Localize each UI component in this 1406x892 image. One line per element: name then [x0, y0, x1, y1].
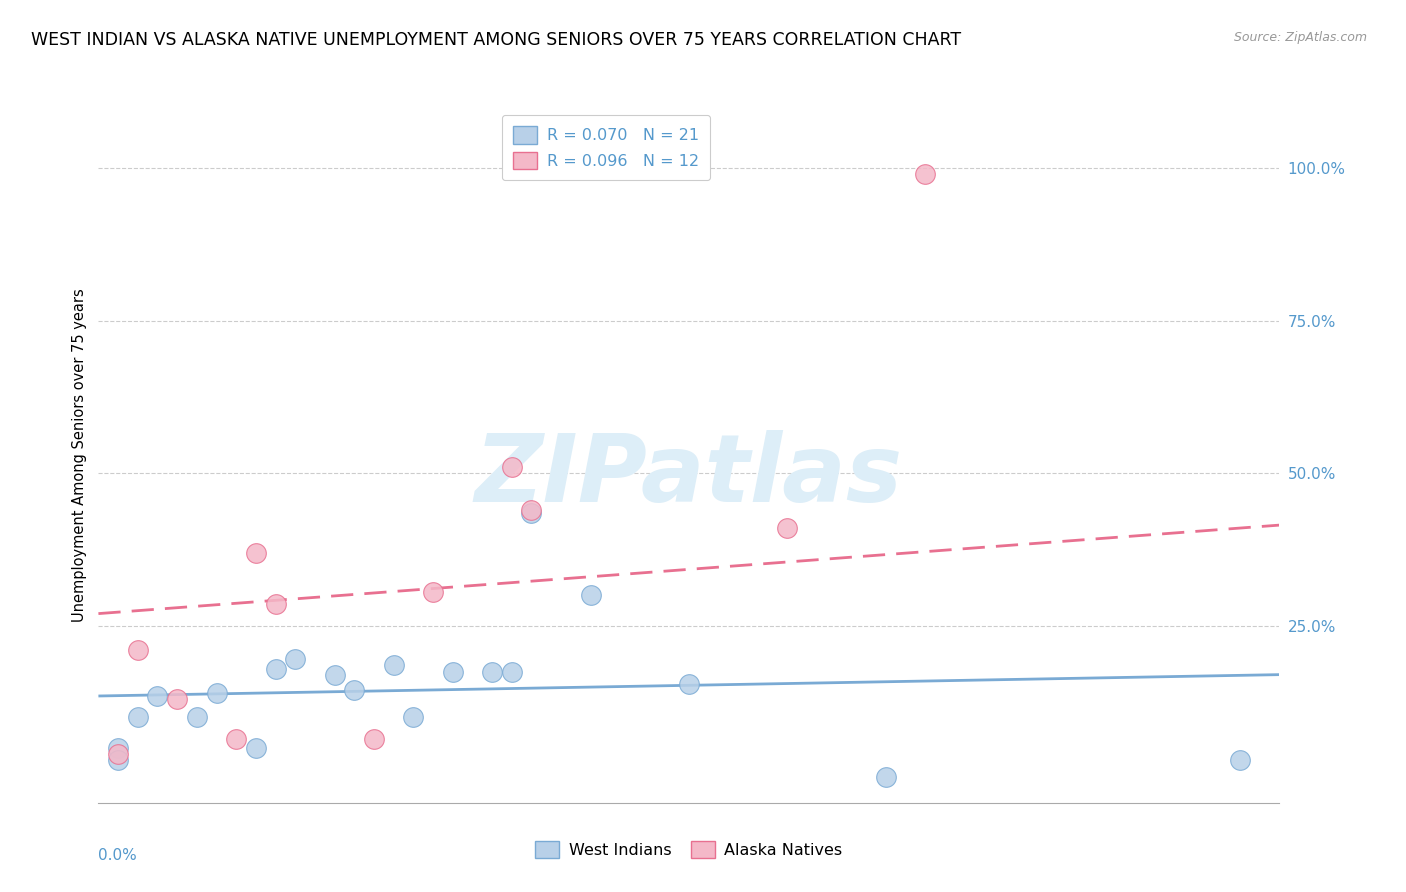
- Point: [107, 740, 129, 755]
- Point: [1229, 753, 1251, 767]
- Point: [264, 661, 287, 675]
- Point: [186, 710, 208, 724]
- Point: [343, 682, 366, 697]
- Point: [127, 643, 149, 657]
- Point: [501, 665, 523, 679]
- Text: Source: ZipAtlas.com: Source: ZipAtlas.com: [1233, 31, 1367, 45]
- Text: ZIPatlas: ZIPatlas: [475, 430, 903, 522]
- Point: [481, 665, 503, 679]
- Point: [914, 167, 936, 181]
- Point: [520, 503, 543, 517]
- Point: [127, 710, 149, 724]
- Y-axis label: Unemployment Among Seniors over 75 years: Unemployment Among Seniors over 75 years: [72, 288, 87, 622]
- Point: [776, 521, 799, 535]
- Point: [422, 585, 444, 599]
- Point: [402, 710, 425, 724]
- Point: [579, 588, 602, 602]
- Point: [245, 545, 267, 559]
- Text: 0.0%: 0.0%: [98, 848, 138, 863]
- Legend: West Indians, Alaska Natives: West Indians, Alaska Natives: [529, 834, 849, 864]
- Text: WEST INDIAN VS ALASKA NATIVE UNEMPLOYMENT AMONG SENIORS OVER 75 YEARS CORRELATIO: WEST INDIAN VS ALASKA NATIVE UNEMPLOYMEN…: [31, 31, 962, 49]
- Point: [875, 770, 897, 784]
- Point: [323, 667, 346, 681]
- Point: [146, 689, 169, 703]
- Point: [501, 460, 523, 475]
- Point: [166, 692, 188, 706]
- Point: [107, 747, 129, 761]
- Point: [225, 731, 247, 746]
- Point: [205, 686, 228, 700]
- Point: [678, 677, 700, 691]
- Point: [107, 753, 129, 767]
- Point: [382, 658, 405, 673]
- Point: [441, 665, 464, 679]
- Point: [520, 506, 543, 520]
- Point: [245, 740, 267, 755]
- Point: [264, 598, 287, 612]
- Point: [284, 652, 307, 666]
- Point: [363, 731, 385, 746]
